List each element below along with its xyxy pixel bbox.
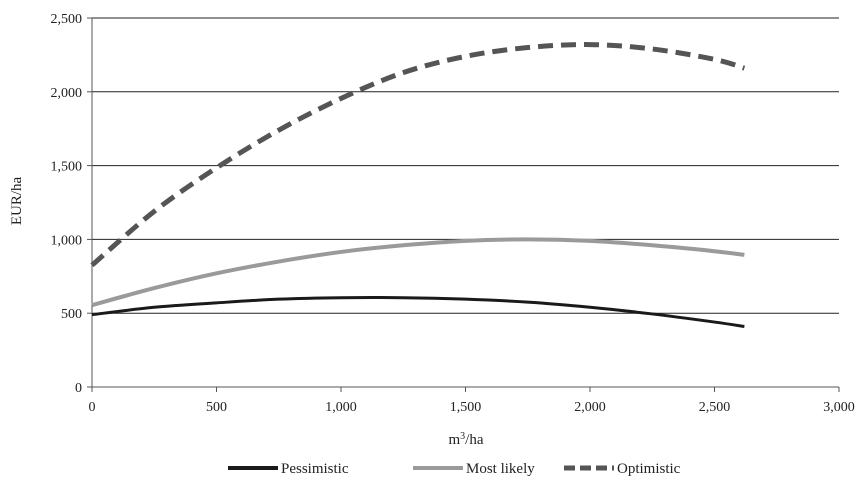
series-lines: [90, 42, 746, 328]
y-tick-label: 500: [61, 307, 82, 322]
y-tick-label: 1,000: [51, 233, 83, 248]
x-tick-label: 2,500: [699, 400, 731, 415]
x-tick-label: 1,500: [450, 400, 482, 415]
x-tick-label: 1,000: [325, 400, 357, 415]
x-tick-labels: 0 500 1,000 1,500 2,000 2,500 3,000: [89, 387, 855, 415]
x-axis-title-suffix: /ha: [465, 432, 484, 448]
legend-label: Optimistic: [617, 461, 681, 477]
y-tick-labels: 0 500 1,000 1,500 2,000 2,500: [51, 12, 92, 396]
y-tick-label: 0: [75, 381, 82, 396]
legend-label: Most likely: [466, 461, 535, 477]
y-tick-label: 2,500: [51, 12, 83, 27]
series-line-pessimistic: [91, 296, 745, 328]
y-tick-label: 1,500: [51, 160, 83, 175]
y-axis-title: EUR/ha: [9, 176, 25, 225]
legend: Pessimistic Most likely Optimistic: [228, 461, 681, 477]
x-tick-label: 2,000: [574, 400, 606, 415]
x-tick-label: 3,000: [823, 400, 855, 415]
x-axis-title-base: m: [449, 432, 461, 448]
x-tick-label: 0: [89, 400, 96, 415]
y-tick-label: 2,000: [51, 86, 83, 101]
series-line-most-likely: [91, 237, 745, 308]
x-axis-title: m3/ha: [449, 431, 484, 449]
series-line-optimistic: [90, 42, 746, 268]
axes: [91, 18, 839, 388]
x-axis-title-sup: 3: [460, 431, 465, 442]
legend-label: Pessimistic: [281, 461, 349, 477]
x-tick-label: 500: [206, 400, 227, 415]
gridlines: [92, 17, 839, 314]
